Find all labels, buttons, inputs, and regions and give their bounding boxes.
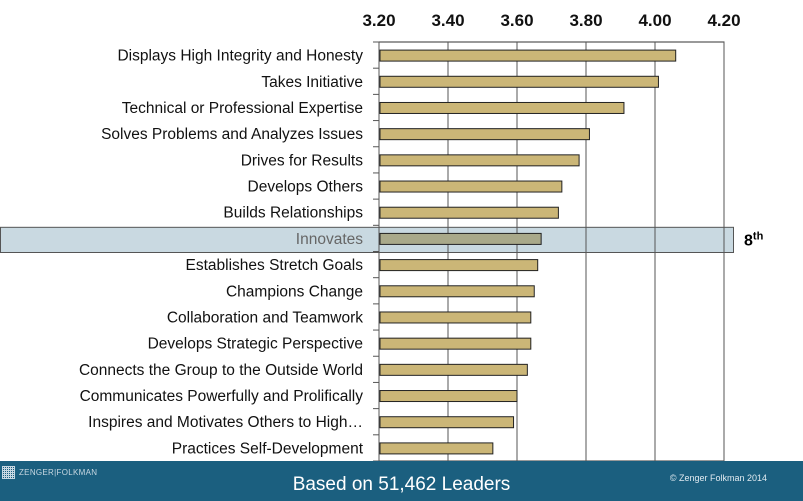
bar xyxy=(379,363,528,376)
bar xyxy=(379,416,515,429)
category-label: Displays High Integrity and Honesty xyxy=(117,48,363,65)
x-tick-label: 3.60 xyxy=(500,11,533,30)
x-tick-label: 3.80 xyxy=(569,11,602,30)
category-label: Connects the Group to the Outside World xyxy=(79,362,363,379)
category-label: Develops Strategic Perspective xyxy=(148,336,363,353)
bar xyxy=(379,285,535,298)
bar xyxy=(379,206,559,219)
x-tick-label: 3.20 xyxy=(362,11,395,30)
highlight-band xyxy=(0,226,734,253)
bar-chart: 3.20 3.40 3.60 3.80 4.00 4.20 Displays High In… xyxy=(0,11,764,461)
bar xyxy=(379,101,625,114)
category-label: Innovates xyxy=(296,231,363,248)
category-label: Solves Problems and Analyzes Issues xyxy=(101,126,363,143)
rank-label: 8th xyxy=(744,230,764,249)
bar xyxy=(379,259,539,272)
category-label: Technical or Professional Expertise xyxy=(122,100,363,117)
category-label: Develops Others xyxy=(248,179,364,196)
category-label: Inspires and Motivates Others to High… xyxy=(88,414,363,431)
footer-bar: ZENGER|FOLKMAN Based on 51,462 Leaders ©… xyxy=(0,461,803,501)
category-label: Establishes Stretch Goals xyxy=(186,257,364,274)
category-label: Collaboration and Teamwork xyxy=(167,309,363,326)
bar xyxy=(379,49,677,62)
bar xyxy=(379,337,532,350)
category-label: Takes Initiative xyxy=(261,74,363,91)
logo-text: ZENGER|FOLKMAN xyxy=(19,468,98,477)
rank-suffix: th xyxy=(753,230,764,242)
bar xyxy=(379,232,542,245)
x-tick-label: 3.40 xyxy=(431,11,464,30)
category-label: Communicates Powerfully and Prolifically xyxy=(80,388,364,405)
bar xyxy=(379,154,580,167)
bar xyxy=(379,390,518,403)
category-label: Builds Relationships xyxy=(223,205,363,222)
bar xyxy=(379,75,659,88)
category-label: Practices Self-Development xyxy=(172,440,364,457)
copyright: © Zenger Folkman 2014 xyxy=(669,473,767,483)
category-label: Drives for Results xyxy=(241,152,364,169)
logo-grid-icon xyxy=(2,466,15,479)
bar xyxy=(379,180,563,193)
x-tick-label: 4.00 xyxy=(638,11,671,30)
bar xyxy=(379,311,532,324)
x-tick-label: 4.20 xyxy=(707,11,740,30)
bar xyxy=(379,128,590,141)
footer-title: Based on 51,462 Leaders xyxy=(292,474,511,495)
category-label: Champions Change xyxy=(226,283,363,300)
rank-number: 8 xyxy=(744,232,753,249)
company-logo: ZENGER|FOLKMAN xyxy=(2,466,97,479)
bar xyxy=(379,442,494,455)
